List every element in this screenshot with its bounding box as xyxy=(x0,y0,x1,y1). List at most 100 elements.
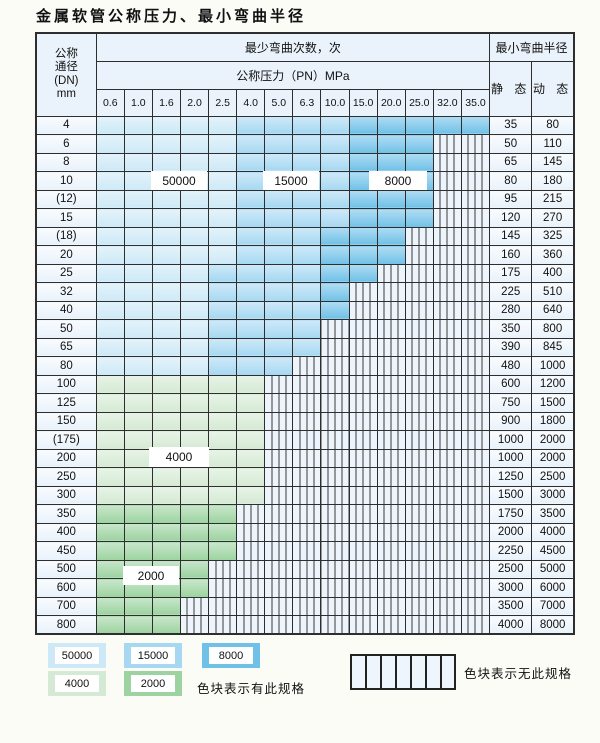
cycle-zone-cell xyxy=(95,171,125,191)
no-spec-hatch-cell xyxy=(432,522,462,542)
cycle-zone-cell xyxy=(264,152,294,172)
no-spec-hatch-cell xyxy=(376,319,406,339)
table-row: 25 175 400 xyxy=(35,263,575,283)
no-spec-hatch-cell xyxy=(292,374,322,394)
no-spec-hatch-cell xyxy=(376,393,406,413)
cycle-zone-cell xyxy=(264,356,294,376)
cycle-zone-cell xyxy=(236,245,266,265)
corner-line: (DN) xyxy=(54,74,79,87)
static-cell: 225 xyxy=(489,282,533,302)
static-cell: 480 xyxy=(489,356,533,376)
no-spec-hatch-cell xyxy=(376,374,406,394)
no-spec-hatch-cell xyxy=(460,337,491,357)
cycle-zone-cell xyxy=(236,171,266,191)
cycle-zone-cell xyxy=(292,245,322,265)
no-spec-hatch-cell xyxy=(348,485,378,505)
dn-cell: (12) xyxy=(35,189,97,209)
cycle-zone-cell xyxy=(151,615,181,635)
no-spec-hatch-cell xyxy=(348,430,378,450)
cycle-zone-cell xyxy=(151,152,181,172)
cycle-zone-cell xyxy=(320,189,350,209)
no-spec-hatch-cell xyxy=(460,485,491,505)
cycle-zone-cell xyxy=(95,245,125,265)
static-cell: 145 xyxy=(489,226,533,246)
cycle-zone-cell xyxy=(208,300,238,320)
no-spec-hatch-cell xyxy=(432,171,462,191)
cycle-zone-cell xyxy=(179,504,210,524)
cycle-zone-cell xyxy=(151,319,181,339)
cycle-zone-cell xyxy=(264,208,294,228)
legend-swatch-label: 50000 xyxy=(55,647,99,664)
dn-cell: 6 xyxy=(35,134,97,154)
dynamic-cell: 325 xyxy=(531,226,575,246)
pressure-col-header: 10.0 xyxy=(320,88,350,117)
cycle-zone-cell xyxy=(320,115,350,135)
no-spec-hatch-cell xyxy=(404,596,434,616)
cycle-zone-cell xyxy=(123,189,153,209)
pressure-col-header: 2.5 xyxy=(208,88,238,117)
pressure-col-header: 4.0 xyxy=(236,88,266,117)
dn-cell: 125 xyxy=(35,393,97,413)
no-spec-hatch-cell xyxy=(376,263,406,283)
cycle-zone-cell xyxy=(236,485,266,505)
dn-cell: 40 xyxy=(35,300,97,320)
no-spec-hatch-cell xyxy=(320,485,350,505)
cycle-zone-cell xyxy=(179,541,210,561)
cycle-zone-cell xyxy=(348,152,378,172)
cycle-zone-cell xyxy=(208,541,238,561)
no-spec-hatch-cell xyxy=(460,448,491,468)
cycle-zone-cell xyxy=(179,374,210,394)
no-spec-hatch-cell xyxy=(460,541,491,561)
cycle-zone-cell xyxy=(208,171,238,191)
cycle-zone-cell xyxy=(376,208,406,228)
no-spec-hatch-cell xyxy=(264,615,294,635)
cycle-zone-cell xyxy=(123,541,153,561)
dynamic-cell: 360 xyxy=(531,245,575,265)
cycle-zone-cell xyxy=(376,226,406,246)
static-cell: 280 xyxy=(489,300,533,320)
table-row: 8 65 145 xyxy=(35,152,575,172)
cycle-zone-cell xyxy=(179,115,210,135)
no-spec-hatch-cell xyxy=(320,356,350,376)
dn-cell: 10 xyxy=(35,171,97,191)
no-spec-hatch-cell xyxy=(264,596,294,616)
no-spec-hatch-cell xyxy=(460,578,491,598)
legend-swatch-label: 2000 xyxy=(131,675,175,692)
cycle-zone-cell xyxy=(95,152,125,172)
cycle-zone-cell xyxy=(236,152,266,172)
static-cell: 1250 xyxy=(489,467,533,487)
dynamic-cell: 2500 xyxy=(531,467,575,487)
no-spec-hatch-cell xyxy=(404,578,434,598)
table-row: 125 750 1500 xyxy=(35,393,575,413)
table-row: 32 225 510 xyxy=(35,282,575,302)
cycle-zone-cell xyxy=(460,115,491,135)
cycle-zone-cell xyxy=(151,134,181,154)
cycle-zone-cell xyxy=(179,300,210,320)
cycle-zone-cell xyxy=(151,522,181,542)
no-spec-hatch-cell xyxy=(320,522,350,542)
cycle-zone-cell xyxy=(95,115,125,135)
cycle-zone-cell xyxy=(123,485,153,505)
cycle-zone-cell xyxy=(179,337,210,357)
cycle-zone-cell xyxy=(264,337,294,357)
cycle-zone-cell xyxy=(179,319,210,339)
static-cell: 160 xyxy=(489,245,533,265)
no-spec-hatch-cell xyxy=(432,467,462,487)
cycle-zone-cell xyxy=(95,337,125,357)
cycle-zone-cell xyxy=(95,319,125,339)
no-spec-hatch-cell xyxy=(432,541,462,561)
cycle-zone-cell xyxy=(95,356,125,376)
cycle-zone-cell xyxy=(123,411,153,431)
dynamic-cell: 6000 xyxy=(531,578,575,598)
no-spec-hatch-cell xyxy=(432,152,462,172)
static-cell: 4000 xyxy=(489,615,533,635)
cycle-zone-cell xyxy=(123,171,153,191)
static-cell: 750 xyxy=(489,393,533,413)
cycle-zone-cell xyxy=(320,263,350,283)
cycle-zone-cell xyxy=(208,522,238,542)
dn-cell: 350 xyxy=(35,504,97,524)
no-spec-hatch-cell xyxy=(460,374,491,394)
cycle-zone-cell xyxy=(236,226,266,246)
no-spec-hatch-cell xyxy=(404,263,434,283)
cycle-zone-cell xyxy=(432,115,462,135)
